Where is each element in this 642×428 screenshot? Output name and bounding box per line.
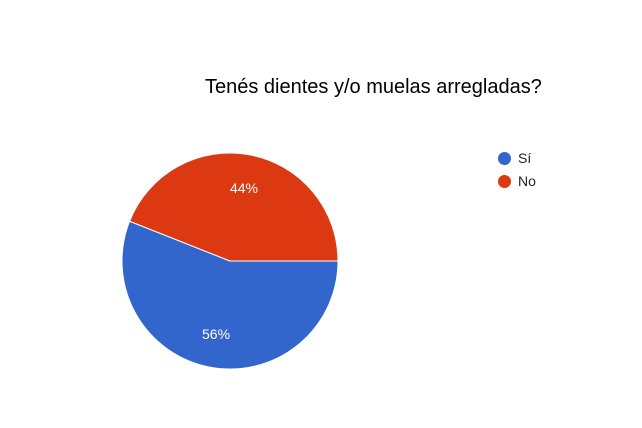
pie-slice-0 bbox=[121, 220, 339, 370]
pie-slice-1 bbox=[128, 152, 339, 262]
legend-marker bbox=[498, 151, 511, 165]
legend-marker bbox=[498, 174, 511, 188]
slice-label-0: 56% bbox=[202, 326, 230, 342]
legend-label: Sí bbox=[518, 150, 532, 166]
slice-label-1: 44% bbox=[230, 180, 258, 196]
legend-item-1: No bbox=[498, 173, 536, 189]
legend-item-0: Sí bbox=[498, 150, 531, 166]
legend-label: No bbox=[518, 173, 536, 189]
chart-title: Tenés dientes y/o muelas arregladas? bbox=[205, 76, 542, 98]
